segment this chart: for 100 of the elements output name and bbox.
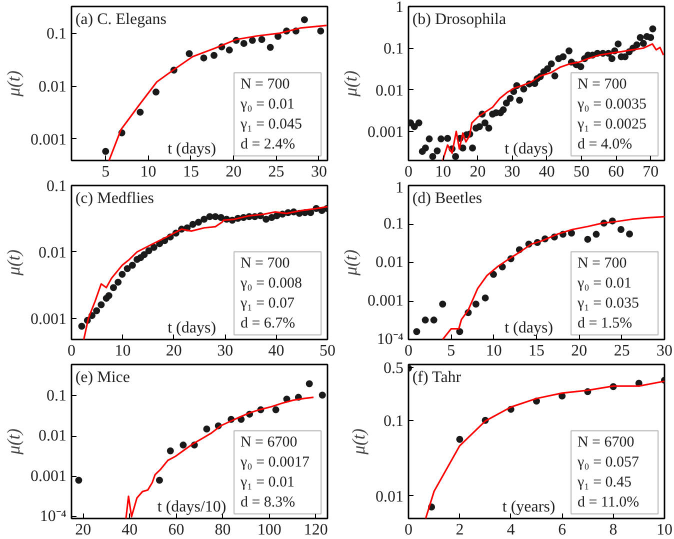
annotation: γ₁ = 0.035 [576,295,640,312]
x-tick-label: 20 [75,522,92,538]
annotation: N = 700 [240,255,290,272]
x-tick-label: 4 [506,522,515,538]
annotation: γ₀ = 0.01 [576,275,632,292]
y-tick-label: 1 [396,0,404,16]
y-axis-title: μ(t) [4,249,24,277]
x-axis-title: t (days/10) [157,498,226,516]
chart-title: (f) Tahr [412,369,462,386]
annotation: γ₁ = 0.01 [239,474,295,490]
y-tick-label: 0.1 [46,178,66,195]
x-tick-label: 50 [320,342,336,360]
chart-title: (e) Mice [75,369,130,386]
x-tick-label: 40 [268,342,284,360]
y-axis-title: μ(t) [340,249,360,277]
x-tick-label: 20 [470,164,486,180]
annotation: d = 4.0% [577,136,632,152]
y-tick-label: 0.1 [46,26,66,43]
annotation: N = 700 [240,76,290,92]
x-tick-label: 2 [456,522,464,538]
x-tick-label: 30 [310,164,327,180]
annotation: d = 8.3% [240,494,296,510]
x-tick-label: 70 [642,164,659,180]
x-tick-label: 20 [226,164,242,180]
annotation: d = 6.7% [240,315,296,332]
y-tick-label: 0.001 [30,310,66,328]
annotation: γ₁ = 0.45 [576,474,632,490]
x-tick-label: 10 [486,342,502,360]
x-tick-label: 5 [447,342,456,360]
x-axis-title: t (days) [168,140,216,158]
x-tick-label: 30 [656,342,672,360]
x-tick-label: 15 [182,164,199,180]
y-tick-label: 0.01 [38,244,66,262]
y-tick-label: 0.01 [376,254,404,271]
chart-title: (b) Drosophila [412,11,506,28]
y-axis-title: μ(t) [4,428,24,456]
chart-title: (d) Beetles [412,190,482,208]
x-axis-title: t (days) [504,319,554,336]
annotation: N = 700 [577,76,627,92]
y-tick-label: 0.001 [368,292,404,310]
x-tick-label: 30 [504,164,520,180]
x-tick-label: 5 [102,164,110,180]
x-axis-title: t (years) [502,498,556,516]
y-axis-title: μ(t) [340,70,360,98]
y-tick-label: 0.1 [384,40,404,58]
annotation: γ₀ = 0.0035 [576,96,647,112]
x-tick-label: 120 [304,522,328,538]
annotation: γ₁ = 0.045 [239,116,302,132]
x-tick-label: 20 [571,342,588,360]
annotation: d = 1.5% [577,315,632,332]
annotation: γ₁ = 0.0025 [576,116,647,132]
annotation: N = 6700 [240,434,298,450]
x-tick-label: 25 [268,164,284,180]
x-tick-label: 80 [214,522,231,538]
y-tick-label: 1 [396,180,404,196]
y-tick-label: 0.1 [384,412,404,430]
annotation: γ₀ = 0.057 [576,454,640,470]
annotation: γ₀ = 0.008 [239,275,302,292]
y-tick-label: 0.001 [368,124,404,141]
x-tick-label: 40 [538,164,555,180]
y-tick-label: 0.01 [376,82,404,100]
y-axis-title: μ(t) [348,428,368,456]
annotation: γ₀ = 0.01 [239,96,295,112]
chart-title: (a) C. Elegans [75,11,166,28]
y-tick-label: 0.01 [376,488,404,506]
y-axis-title: μ(t) [4,70,24,98]
x-axis-title: t (days) [504,140,554,158]
x-tick-label: 25 [614,342,630,360]
x-tick-label: 8 [609,522,618,538]
x-tick-label: 10 [656,522,672,538]
x-tick-label: 60 [608,164,624,180]
chart-title: (c) Medflies [75,190,154,208]
annotation: N = 700 [577,255,627,272]
x-tick-label: 20 [166,342,182,360]
x-tick-label: 60 [168,522,184,538]
y-tick-label: 0.001 [30,131,66,148]
x-tick-label: 0 [404,522,412,538]
x-axis-title: t (days) [168,319,216,336]
annotation: γ₁ = 0.07 [239,295,296,312]
y-tick-label: 10⁻⁴ [40,508,67,526]
annotation: γ₀ = 0.0017 [239,454,310,470]
x-tick-label: 15 [528,342,544,360]
x-tick-label: 100 [257,522,282,538]
x-tick-label: 50 [573,164,590,180]
x-tick-label: 0 [404,164,412,180]
x-tick-label: 6 [558,522,566,538]
annotation: d = 11.0% [577,494,640,510]
annotation: N = 6700 [577,434,634,450]
y-tick-label: 0.1 [46,387,66,404]
x-tick-label: 10 [435,164,452,180]
x-tick-label: 0 [68,342,76,360]
x-tick-label: 10 [140,164,156,180]
x-tick-label: 10 [114,342,131,360]
y-tick-label: 0.01 [38,428,66,445]
y-tick-label: 0.01 [38,78,66,96]
annotation: d = 2.4% [240,136,296,152]
x-tick-label: 0 [404,342,412,360]
y-tick-label: 10⁻⁴ [376,331,404,348]
y-tick-label: 0.5 [384,360,404,378]
x-tick-label: 30 [217,342,234,360]
